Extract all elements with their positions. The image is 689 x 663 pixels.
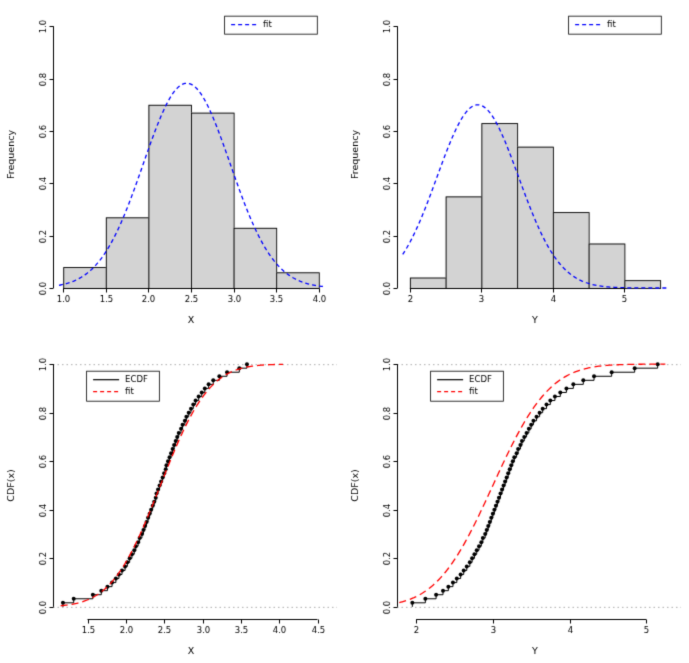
panel-ecdf-y xyxy=(344,331,689,663)
histogram-x-plot xyxy=(0,0,345,332)
panel-histogram-y xyxy=(344,0,689,332)
histogram-y-plot xyxy=(344,0,689,332)
ecdf-y-plot xyxy=(344,331,689,663)
panel-histogram-x xyxy=(0,0,345,332)
panel-ecdf-x xyxy=(0,331,345,663)
ecdf-x-plot xyxy=(0,331,345,663)
